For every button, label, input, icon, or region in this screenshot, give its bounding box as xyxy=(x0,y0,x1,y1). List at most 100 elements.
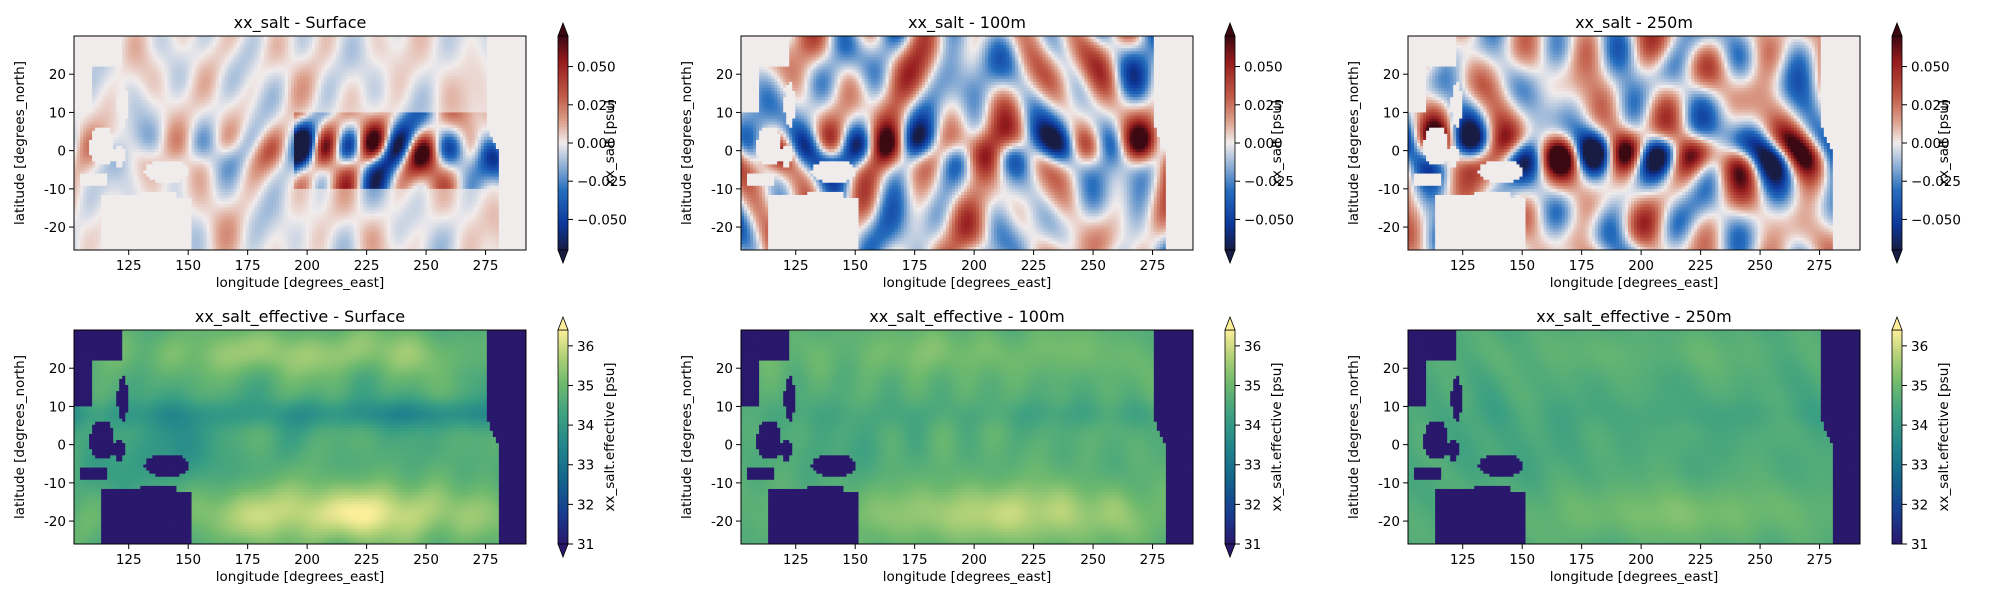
heatmap-cell xyxy=(312,48,315,51)
heatmap-cell xyxy=(207,45,210,48)
heatmap-cell xyxy=(92,42,95,45)
heatmap-cell xyxy=(294,39,297,42)
heatmap-cell xyxy=(119,45,122,48)
heatmap-cell xyxy=(442,45,445,48)
heatmap-cell xyxy=(192,48,195,51)
heatmap-cell xyxy=(225,36,228,39)
heatmap-cell xyxy=(430,45,433,48)
heatmap-cell xyxy=(411,36,414,39)
heatmap-cell xyxy=(243,36,246,39)
heatmap-cell xyxy=(110,42,113,45)
heatmap-cell xyxy=(357,45,360,48)
heatmap-cell xyxy=(405,45,408,48)
heatmap-cell xyxy=(463,42,466,45)
heatmap-cell xyxy=(182,39,185,42)
heatmap-cell xyxy=(140,36,143,39)
heatmap-cell xyxy=(146,48,149,51)
heatmap-cell xyxy=(228,39,231,42)
heatmap-cell xyxy=(348,45,351,48)
heatmap-cell xyxy=(237,39,240,42)
heatmap-cell xyxy=(264,45,267,48)
heatmap-cell xyxy=(143,39,146,42)
heatmap-cell xyxy=(95,36,98,39)
heatmap-cell xyxy=(436,42,439,45)
heatmap-cell xyxy=(158,48,161,51)
heatmap-cell xyxy=(336,36,339,39)
heatmap-cell xyxy=(255,45,258,48)
heatmap-cell xyxy=(92,45,95,48)
heatmap-cell xyxy=(381,36,384,39)
heatmap-cell xyxy=(101,45,104,48)
heatmap-cell xyxy=(104,36,107,39)
heatmap-cell xyxy=(161,48,164,51)
heatmap-cell xyxy=(445,39,448,42)
heatmap-cell xyxy=(372,45,375,48)
heatmap-cell xyxy=(155,39,158,42)
heatmap-cell xyxy=(369,39,372,42)
heatmap-cell xyxy=(92,36,95,39)
heatmap-cell xyxy=(107,48,110,51)
heatmap-cell xyxy=(411,39,414,42)
heatmap-cell xyxy=(336,39,339,42)
heatmap-cell xyxy=(399,36,402,39)
heatmap-cell xyxy=(333,39,336,42)
heatmap-cell xyxy=(107,42,110,45)
heatmap-cell xyxy=(475,45,478,48)
heatmap-cell xyxy=(508,45,511,48)
heatmap-cell xyxy=(303,48,306,51)
heatmap-cell xyxy=(378,39,381,42)
heatmap-cell xyxy=(270,42,273,45)
heatmap-cell xyxy=(101,42,104,45)
heatmap-cell xyxy=(294,45,297,48)
heatmap-cell xyxy=(430,39,433,42)
heatmap-cell xyxy=(469,45,472,48)
heatmap-cell xyxy=(252,42,255,45)
heatmap-cell xyxy=(110,39,113,42)
heatmap-cell xyxy=(204,39,207,42)
heatmap-cell xyxy=(439,39,442,42)
heatmap-cell xyxy=(176,42,179,45)
heatmap-cell xyxy=(339,39,342,42)
heatmap-cell xyxy=(198,48,201,51)
heatmap-cell xyxy=(110,45,113,48)
heatmap-cell xyxy=(89,45,92,48)
heatmap-cell xyxy=(246,45,249,48)
heatmap-cell xyxy=(213,36,216,39)
heatmap-cell xyxy=(213,45,216,48)
heatmap-cell xyxy=(228,45,231,48)
heatmap-cell xyxy=(342,39,345,42)
heatmap-cell xyxy=(481,36,484,39)
heatmap-cell xyxy=(418,36,421,39)
heatmap-cell xyxy=(261,42,264,45)
heatmap-cell xyxy=(517,42,520,45)
heatmap-cell xyxy=(134,39,137,42)
heatmap-cell xyxy=(207,42,210,45)
heatmap-cell xyxy=(511,45,514,48)
heatmap-cell xyxy=(460,36,463,39)
heatmap-cell xyxy=(375,42,378,45)
heatmap-cell xyxy=(240,36,243,39)
heatmap-cell xyxy=(185,48,188,51)
heatmap-cell xyxy=(321,45,324,48)
heatmap-cell xyxy=(508,42,511,45)
heatmap-cell xyxy=(198,42,201,45)
heatmap-cell xyxy=(128,48,131,51)
heatmap-cell xyxy=(279,42,282,45)
heatmap-cell xyxy=(300,36,303,39)
heatmap-cell xyxy=(306,48,309,51)
heatmap-cell xyxy=(348,36,351,39)
heatmap-cell xyxy=(182,48,185,51)
heatmap-cell xyxy=(306,36,309,39)
heatmap-cell xyxy=(309,45,312,48)
heatmap-cell xyxy=(484,36,487,39)
heatmap-cell xyxy=(176,36,179,39)
heatmap-cell xyxy=(466,45,469,48)
heatmap-cell xyxy=(131,48,134,51)
heatmap-cell xyxy=(288,36,291,39)
heatmap-cell xyxy=(366,39,369,42)
heatmap-cell xyxy=(408,42,411,45)
heatmap-cell xyxy=(366,45,369,48)
heatmap-cell xyxy=(496,36,499,39)
heatmap-cell xyxy=(445,42,448,45)
heatmap-cell xyxy=(173,42,176,45)
